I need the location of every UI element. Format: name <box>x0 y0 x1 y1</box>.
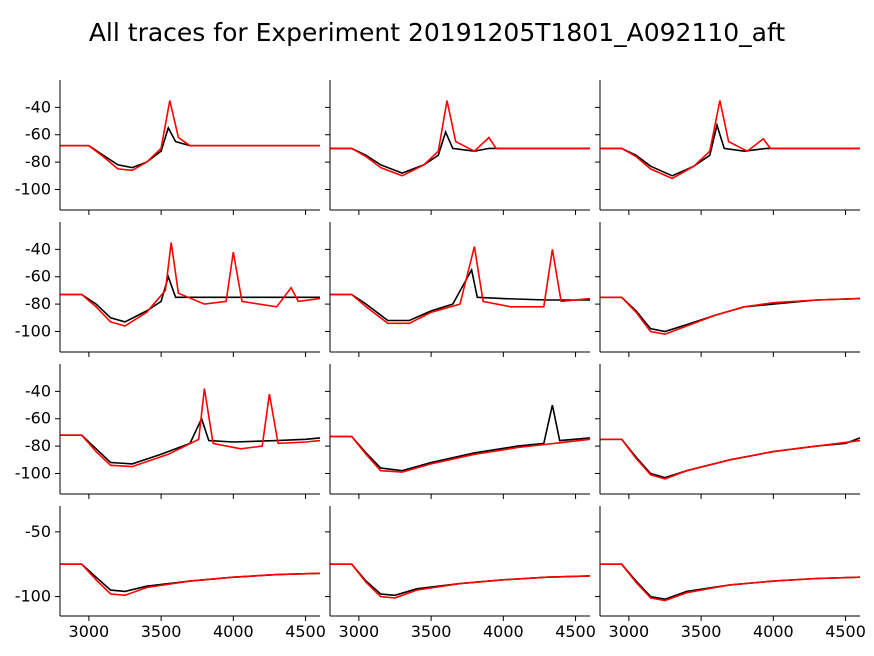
xtick-label: 3000 <box>609 622 650 641</box>
trace-black <box>330 405 590 471</box>
subplot-0-1 <box>330 80 590 210</box>
subplot-0-2 <box>600 80 860 210</box>
trace-red <box>60 101 320 171</box>
trace-red <box>60 389 320 467</box>
trace-black <box>330 564 590 595</box>
ytick-label: -60 <box>25 125 51 144</box>
xtick-label: 3000 <box>339 622 380 641</box>
xtick-label: 4500 <box>555 622 596 641</box>
subplot-3-2: 3000350040004500 <box>600 506 860 616</box>
trace-red <box>330 247 590 324</box>
figure-title: All traces for Experiment 20191205T1801_… <box>0 18 874 47</box>
xtick-label: 3500 <box>141 622 182 641</box>
ytick-label: -100 <box>15 463 51 482</box>
ytick-label: -100 <box>15 321 51 340</box>
trace-red <box>600 297 860 334</box>
ytick-label: -60 <box>25 267 51 286</box>
subplot-3-1: 3000350040004500 <box>330 506 590 616</box>
trace-black <box>600 438 860 478</box>
trace-red <box>600 439 860 479</box>
trace-red <box>600 564 860 600</box>
figure: All traces for Experiment 20191205T1801_… <box>0 0 874 656</box>
subplot-2-1 <box>330 364 590 494</box>
trace-black <box>600 297 860 331</box>
trace-black <box>60 419 320 464</box>
subplot-1-1 <box>330 222 590 352</box>
ytick-label: -60 <box>25 409 51 428</box>
xtick-label: 4000 <box>213 622 254 641</box>
subplot-0-0: -40-60-80-100 <box>60 80 320 210</box>
ytick-label: -80 <box>25 436 51 455</box>
ytick-label: -100 <box>15 179 51 198</box>
trace-red <box>330 101 590 176</box>
subplot-3-0: -50-1003000350040004500 <box>60 506 320 616</box>
trace-black <box>330 270 590 321</box>
ytick-label: -50 <box>25 522 51 541</box>
xtick-label: 4000 <box>753 622 794 641</box>
trace-red <box>330 437 590 473</box>
ytick-label: -40 <box>25 381 51 400</box>
trace-black <box>60 128 320 168</box>
subplot-1-0: -40-60-80-100 <box>60 222 320 352</box>
subplot-2-2 <box>600 364 860 494</box>
subplot-1-2 <box>600 222 860 352</box>
xtick-label: 3500 <box>681 622 722 641</box>
ytick-label: -100 <box>15 587 51 606</box>
subplot-2-0: -40-60-80-100 <box>60 364 320 494</box>
xtick-label: 4000 <box>483 622 524 641</box>
trace-black <box>60 564 320 591</box>
ytick-label: -80 <box>25 294 51 313</box>
trace-black <box>600 564 860 599</box>
ytick-label: -40 <box>25 97 51 116</box>
trace-red <box>330 564 590 598</box>
trace-black <box>60 277 320 322</box>
trace-black <box>600 125 860 176</box>
xtick-label: 3500 <box>411 622 452 641</box>
xtick-label: 4500 <box>285 622 326 641</box>
ytick-label: -80 <box>25 152 51 171</box>
trace-black <box>330 132 590 173</box>
trace-red <box>60 243 320 327</box>
xtick-label: 3000 <box>69 622 110 641</box>
trace-red <box>600 101 860 179</box>
ytick-label: -40 <box>25 239 51 258</box>
xtick-label: 4500 <box>825 622 866 641</box>
